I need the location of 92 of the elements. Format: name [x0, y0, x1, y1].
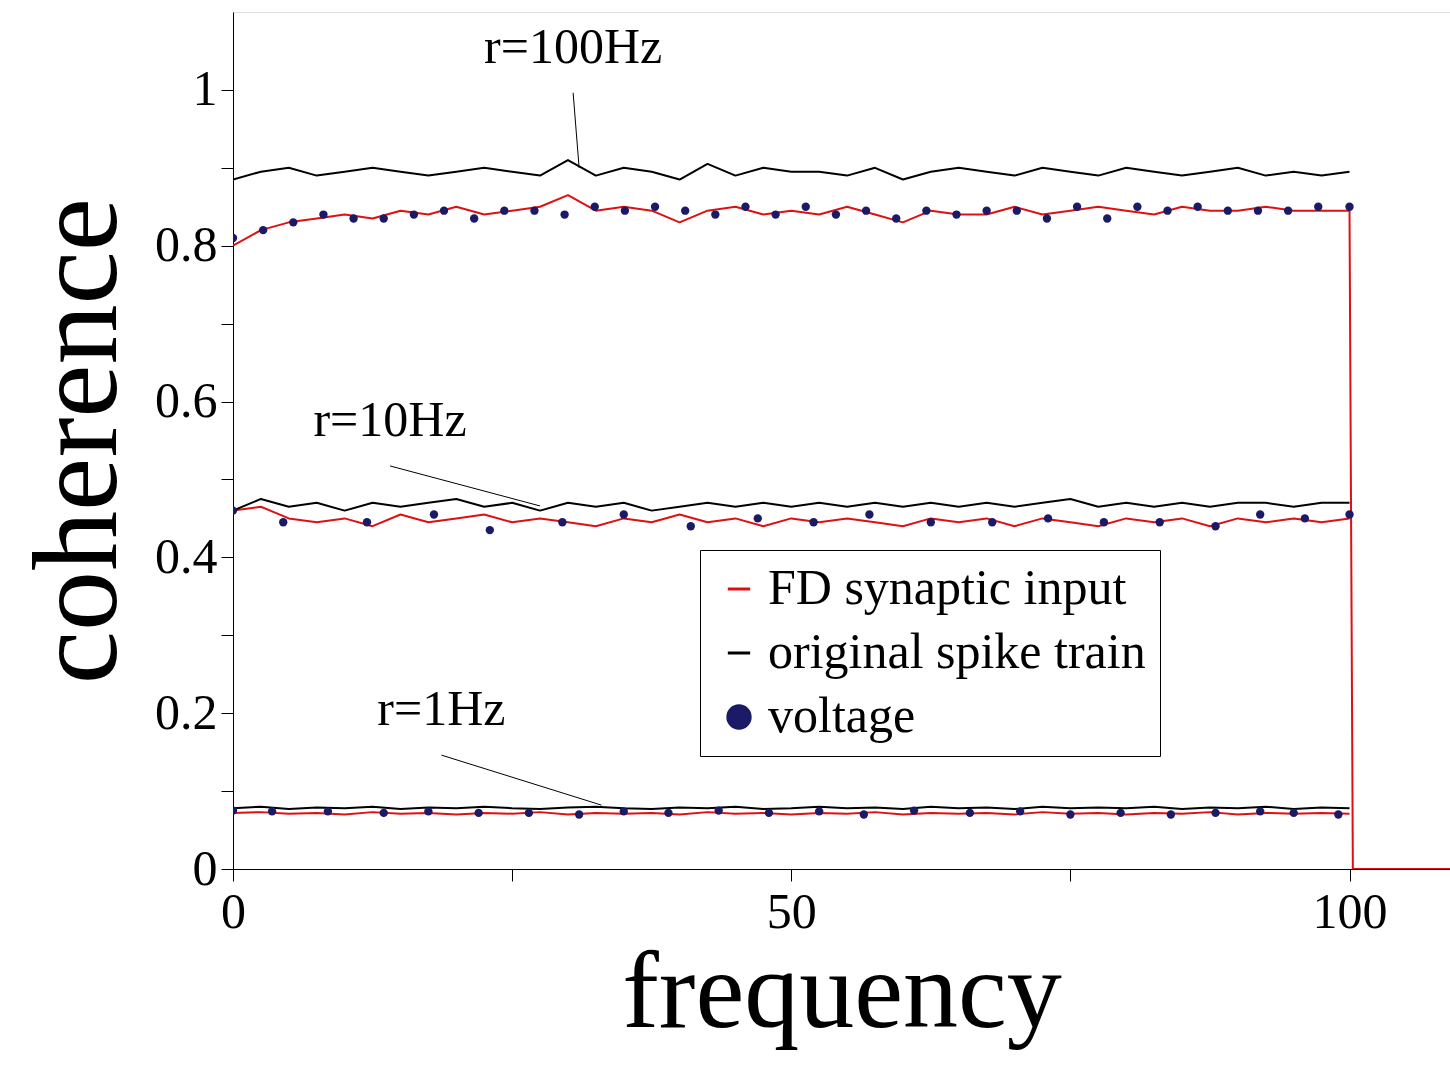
point — [809, 518, 818, 527]
point — [409, 210, 419, 219]
point — [831, 210, 841, 219]
point — [424, 807, 433, 816]
point — [1042, 214, 1052, 223]
point — [1163, 206, 1172, 215]
point — [279, 518, 288, 527]
point — [619, 807, 628, 816]
legend-label: original spike train — [768, 623, 1146, 679]
point — [1155, 518, 1164, 527]
point — [1043, 514, 1053, 523]
point — [1015, 807, 1025, 816]
point — [439, 206, 449, 215]
point — [500, 206, 509, 215]
point — [620, 206, 630, 215]
point — [1314, 202, 1323, 211]
point — [429, 510, 439, 519]
point — [1300, 514, 1310, 523]
point — [1334, 810, 1343, 819]
point — [558, 518, 567, 527]
point — [892, 214, 901, 223]
point — [362, 518, 372, 527]
point — [650, 202, 660, 211]
y-tick-label: 0 — [192, 839, 218, 896]
point — [1099, 518, 1109, 527]
point — [865, 510, 874, 519]
point — [741, 202, 750, 211]
point — [764, 808, 774, 818]
point — [530, 206, 539, 215]
point — [590, 202, 599, 211]
point — [349, 214, 358, 223]
point — [681, 206, 690, 215]
point — [379, 808, 388, 818]
x-tick-label: 100 — [1312, 882, 1388, 939]
point — [379, 214, 388, 223]
point — [801, 202, 810, 211]
point — [714, 806, 723, 815]
point — [1256, 510, 1265, 519]
point — [965, 808, 975, 818]
y-tick-label: 1 — [192, 60, 218, 117]
y-tick-label: 0.2 — [155, 683, 218, 740]
point — [909, 806, 919, 815]
point — [1066, 810, 1075, 819]
point — [1072, 202, 1082, 211]
y-tick-label: 0.6 — [155, 372, 218, 429]
point — [814, 807, 824, 816]
point — [267, 807, 277, 816]
point — [319, 210, 328, 219]
point — [988, 518, 997, 527]
point — [859, 810, 869, 819]
annotation: r=100Hz — [484, 17, 663, 74]
point — [926, 518, 935, 527]
point — [952, 210, 961, 219]
point — [922, 206, 931, 215]
point — [485, 525, 494, 535]
legend-label: FD synaptic input — [768, 559, 1127, 615]
legend-label: voltage — [768, 687, 916, 743]
point — [861, 206, 871, 215]
point — [474, 808, 483, 818]
point — [560, 210, 569, 219]
point — [711, 210, 720, 219]
point — [1103, 214, 1112, 223]
point — [524, 808, 534, 818]
y-tick-label: 0.4 — [155, 527, 218, 584]
point — [1289, 808, 1298, 818]
point — [258, 225, 268, 235]
point — [1012, 206, 1021, 215]
y-axis-title: coherence — [9, 197, 142, 685]
point — [982, 206, 991, 215]
point — [1211, 522, 1220, 531]
point — [1223, 206, 1232, 215]
point — [771, 210, 780, 219]
point — [619, 510, 628, 519]
point — [323, 807, 333, 816]
point — [469, 214, 479, 223]
point — [664, 808, 673, 818]
point — [1116, 808, 1125, 818]
point — [1253, 206, 1263, 215]
point — [289, 218, 298, 227]
point — [574, 810, 584, 819]
annotation: r=1Hz — [377, 680, 506, 737]
point — [1211, 808, 1220, 818]
point — [753, 514, 762, 523]
point — [1133, 202, 1142, 211]
point — [686, 522, 695, 531]
y-tick-label: 0.8 — [155, 216, 218, 273]
point — [1283, 206, 1293, 215]
point — [1193, 202, 1202, 211]
point — [1256, 807, 1265, 816]
annotation: r=10Hz — [313, 390, 467, 447]
point — [1166, 810, 1176, 819]
point — [1345, 202, 1354, 211]
